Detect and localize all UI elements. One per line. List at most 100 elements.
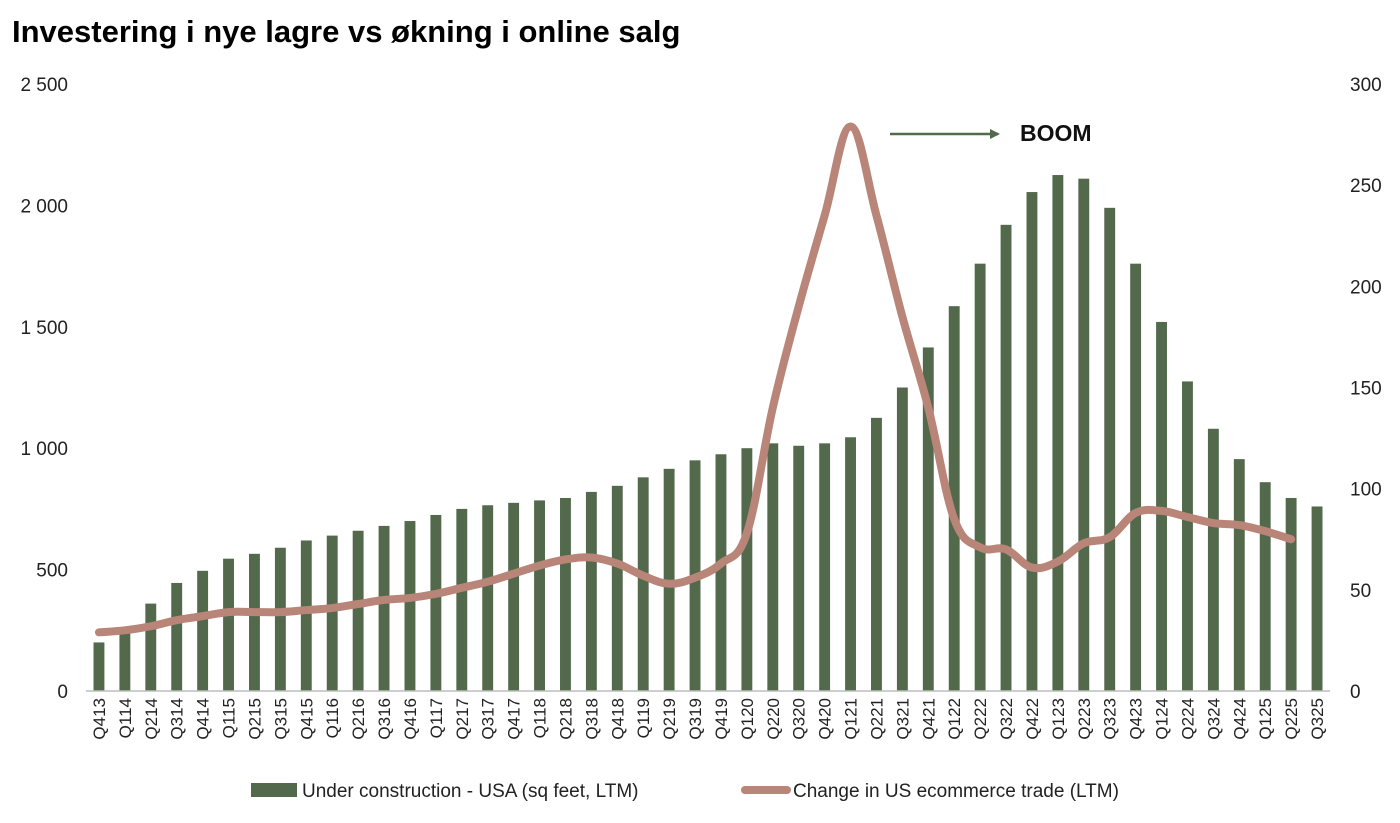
x-tick-label: Q122 xyxy=(945,698,964,740)
bar xyxy=(560,497,571,691)
bar xyxy=(1156,321,1167,691)
x-tick-label: Q217 xyxy=(453,698,472,740)
x-tick-label: Q324 xyxy=(1204,698,1223,740)
bar xyxy=(404,521,416,691)
bar xyxy=(715,454,727,691)
x-tick-label: Q414 xyxy=(194,698,213,740)
y-right-tick-label: 200 xyxy=(1350,277,1382,298)
x-tick-label: Q222 xyxy=(971,698,990,740)
bar xyxy=(922,347,934,691)
x-tick-label: Q224 xyxy=(1178,698,1197,740)
x-tick-label: Q325 xyxy=(1308,698,1327,740)
legend-label-bars: Under construction - USA (sq feet, LTM) xyxy=(302,781,639,802)
x-tick-label: Q323 xyxy=(1101,698,1120,740)
x-tick-label: Q119 xyxy=(634,698,653,738)
bar xyxy=(1182,381,1193,691)
x-tick-label: Q315 xyxy=(271,698,290,740)
legend-label-line: Change in US ecommerce trade (LTM) xyxy=(793,781,1119,802)
x-tick-label: Q316 xyxy=(375,698,394,740)
x-tick-label: Q418 xyxy=(608,698,627,740)
x-tick-label: Q318 xyxy=(582,698,601,740)
y-right-tick-label: 50 xyxy=(1350,581,1371,602)
x-tick-label: Q322 xyxy=(997,698,1016,740)
x-tick-label: Q420 xyxy=(816,698,835,740)
bar xyxy=(93,642,105,691)
chart-title: Investering i nye lagre vs økning i onli… xyxy=(12,14,681,49)
bar xyxy=(482,505,494,691)
bar xyxy=(637,477,649,691)
y-left-tick-label: 0 xyxy=(57,682,68,703)
y-axis-left: 0 500 1 000 1 500 2 000 2 500 xyxy=(20,75,68,703)
x-tick-label: Q125 xyxy=(1256,698,1275,740)
x-tick-label: Q121 xyxy=(842,698,861,740)
y-right-tick-label: 100 xyxy=(1350,480,1382,501)
x-tick-label: Q225 xyxy=(1282,698,1301,740)
bar xyxy=(1130,263,1142,691)
x-tick-label: Q317 xyxy=(479,698,498,740)
bar xyxy=(793,445,805,691)
x-tick-label: Q314 xyxy=(168,698,187,740)
x-tick-label: Q214 xyxy=(142,698,161,740)
bar xyxy=(430,514,442,691)
x-tick-label: Q319 xyxy=(686,698,705,740)
bar-series xyxy=(93,175,1323,692)
x-tick-label: Q416 xyxy=(401,698,420,740)
bar xyxy=(508,502,520,691)
bar xyxy=(171,582,183,691)
bar xyxy=(534,500,545,691)
bar xyxy=(819,443,831,691)
bar xyxy=(378,525,390,691)
bar xyxy=(145,603,157,691)
bar xyxy=(871,417,882,691)
bar xyxy=(119,630,131,691)
bar xyxy=(300,540,312,691)
x-tick-label: Q422 xyxy=(1023,698,1042,740)
bar xyxy=(948,306,960,691)
x-tick-label: Q120 xyxy=(738,698,757,740)
bar xyxy=(274,547,286,691)
bar xyxy=(1259,482,1271,691)
bar xyxy=(1104,207,1116,691)
y-left-tick-label: 2 500 xyxy=(20,75,68,96)
bar xyxy=(1000,224,1012,691)
bar xyxy=(585,491,597,691)
legend-swatch-bars xyxy=(251,783,297,797)
x-tick-label: Q320 xyxy=(790,698,809,740)
x-tick-label: Q123 xyxy=(1049,698,1068,740)
x-axis: Q413 Q114 Q214 Q314 Q414 Q115 Q215 Q315 Q415 Q116… xyxy=(90,698,1327,740)
x-tick-label: Q116 xyxy=(323,698,342,738)
line-series xyxy=(94,122,1296,637)
x-tick-label: Q321 xyxy=(893,698,912,740)
x-tick-label: Q423 xyxy=(1127,698,1146,740)
bar xyxy=(1233,459,1245,691)
x-tick-label: Q419 xyxy=(712,698,731,740)
boom-annotation: BOOM xyxy=(890,120,1092,146)
x-tick-label: Q219 xyxy=(660,698,679,740)
x-tick-label: Q413 xyxy=(90,698,109,740)
x-tick-label: Q114 xyxy=(116,698,135,738)
bar xyxy=(1311,506,1323,691)
bar xyxy=(896,387,908,691)
x-tick-label: Q115 xyxy=(220,698,239,738)
bar xyxy=(741,448,753,691)
x-tick-label: Q215 xyxy=(245,698,264,740)
y-right-tick-label: 300 xyxy=(1350,75,1382,96)
bar xyxy=(197,570,209,691)
bar xyxy=(352,530,364,691)
bar xyxy=(611,485,623,691)
x-tick-label: Q124 xyxy=(1153,698,1172,740)
x-tick-label: Q417 xyxy=(505,698,524,740)
bar xyxy=(1207,428,1219,691)
x-tick-label: Q223 xyxy=(1075,698,1094,740)
bar xyxy=(845,437,856,691)
y-left-tick-label: 1 500 xyxy=(20,318,68,339)
x-tick-label: Q424 xyxy=(1230,698,1249,740)
x-tick-label: Q118 xyxy=(531,698,550,738)
y-axis-right: 0 50 100 150 200 250 300 xyxy=(1350,75,1382,703)
x-tick-label: Q220 xyxy=(764,698,783,740)
bar xyxy=(456,508,468,691)
bar xyxy=(326,535,338,691)
x-tick-label: Q415 xyxy=(297,698,316,740)
x-tick-label: Q421 xyxy=(919,698,938,740)
